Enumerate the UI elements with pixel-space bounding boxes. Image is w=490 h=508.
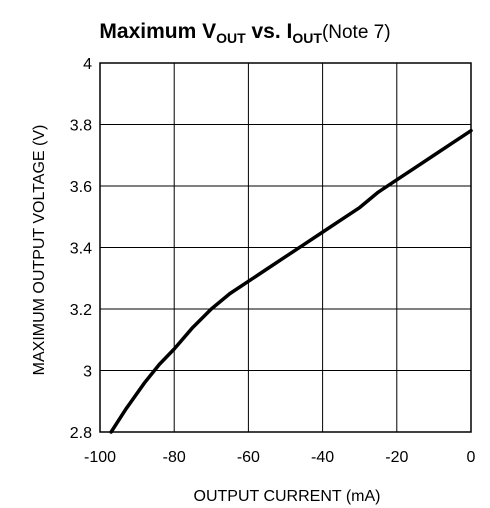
y-tick-label-0: 2.8 — [70, 425, 92, 442]
y-tick-label-2: 3.2 — [70, 302, 92, 319]
x-axis-label: OUTPUT CURRENT (mA) — [194, 488, 381, 505]
chart-title-sub1: OUT — [216, 30, 246, 46]
x-tick-label-1: -80 — [163, 449, 186, 466]
y-tick-label-3: 3.4 — [70, 241, 92, 258]
y-tick-label-4: 3.6 — [70, 179, 92, 196]
series-line-0 — [109, 128, 473, 434]
chart-title-note: (Note 7) — [322, 22, 391, 43]
y-tick-label-6: 4 — [83, 56, 92, 73]
frame-layer — [99, 62, 472, 433]
x-tick-labels: -100 -80 -60 -40 -20 0 — [84, 449, 476, 466]
chart-title-sub2: OUT — [292, 30, 322, 46]
x-tick-label-0: -100 — [84, 449, 116, 466]
x-tick-label-2: -60 — [237, 449, 260, 466]
y-tick-label-1: 3 — [83, 364, 92, 381]
chart-title-part2: vs. I — [246, 20, 293, 43]
series-layer — [109, 128, 473, 434]
x-tick-label-4: -20 — [385, 449, 408, 466]
x-tick-label-3: -40 — [311, 449, 334, 466]
chart-title: Maximum VOUT vs. IOUT(Note 7) — [99, 20, 390, 46]
y-tick-label-5: 3.8 — [70, 118, 92, 135]
plot-frame — [99, 62, 472, 433]
x-tick-label-5: 0 — [467, 449, 476, 466]
chart-title-part1: Maximum V — [99, 20, 216, 43]
y-tick-labels: 2.8 3 3.2 3.4 3.6 3.8 4 — [70, 56, 92, 442]
grid-layer — [99, 62, 472, 433]
y-axis-label: MAXIMUM OUTPUT VOLTAGE (V) — [31, 125, 48, 376]
